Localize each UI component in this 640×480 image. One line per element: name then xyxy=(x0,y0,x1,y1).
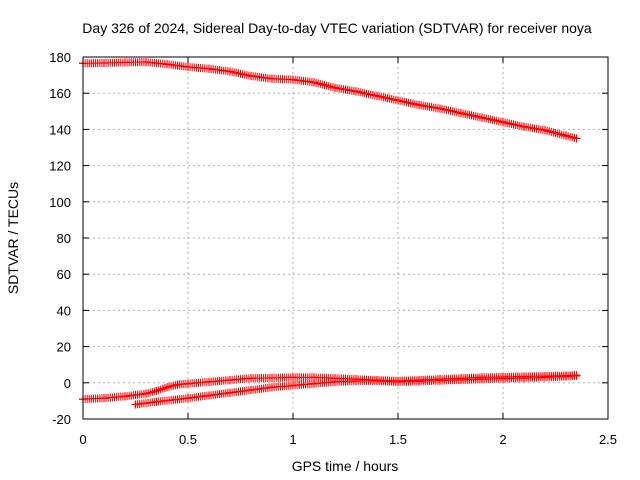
data-point xyxy=(268,75,276,83)
y-tick-label: 180 xyxy=(49,50,71,65)
data-point xyxy=(352,377,360,385)
data-point xyxy=(226,389,234,397)
data-point xyxy=(121,392,129,400)
data-point xyxy=(205,378,213,386)
y-tick-label: 60 xyxy=(57,267,71,282)
x-tick-label: 2.5 xyxy=(599,432,617,447)
y-tick-label: 160 xyxy=(49,86,71,101)
data-point xyxy=(289,76,297,84)
data-point xyxy=(121,58,129,66)
chart-page: 0 0.5 1 1.5 2 2.5 -20 0 20 40 60 80 100 120 140 160 180 … xyxy=(0,0,640,480)
data-point xyxy=(436,105,444,113)
data-point xyxy=(394,96,402,104)
data-point xyxy=(184,380,192,388)
data-point xyxy=(163,60,171,68)
data-point xyxy=(132,401,140,409)
data-point xyxy=(436,377,444,385)
data-point xyxy=(573,372,581,380)
data-point xyxy=(153,387,161,395)
data-point xyxy=(331,84,339,92)
data-point xyxy=(142,58,150,66)
data-point xyxy=(562,132,570,140)
data-point xyxy=(184,394,192,402)
data-point xyxy=(520,123,528,131)
data-point xyxy=(352,87,360,95)
data-point xyxy=(100,59,108,67)
data-point xyxy=(331,378,339,386)
x-tick-label: 1.5 xyxy=(389,432,407,447)
data-layer xyxy=(79,58,581,408)
data-point xyxy=(174,381,182,389)
x-tick-label: 2 xyxy=(499,432,506,447)
data-point xyxy=(541,373,549,381)
y-tick-label: 100 xyxy=(49,195,71,210)
data-point xyxy=(268,374,276,382)
data-point xyxy=(499,118,507,126)
data-point xyxy=(184,63,192,71)
grid-layer xyxy=(83,57,608,419)
y-tick-label: 140 xyxy=(49,122,71,137)
data-point xyxy=(247,386,255,394)
data-point xyxy=(205,391,213,399)
y-axis-label: SDTVAR / TECUs xyxy=(5,182,21,294)
data-point xyxy=(163,383,171,391)
data-point xyxy=(100,394,108,402)
x-tick-label: 0 xyxy=(79,432,86,447)
data-point xyxy=(478,375,486,383)
data-point xyxy=(415,101,423,109)
data-point xyxy=(289,382,297,390)
data-point xyxy=(520,374,528,382)
x-axis-label: GPS time / hours xyxy=(292,458,399,474)
y-tick-label: -20 xyxy=(52,412,71,427)
data-point xyxy=(153,398,161,406)
series-marker-trace xyxy=(132,372,579,409)
sdtvar-chart: 0 0.5 1 1.5 2 2.5-20020406080100120140160180 … xyxy=(0,0,640,480)
data-point xyxy=(373,377,381,385)
data-point xyxy=(289,373,297,381)
data-point xyxy=(310,78,318,86)
tick-layer: 0 0.5 1 1.5 2 2.5 -20 0 20 40 60 80 100 120 140 160 180 xyxy=(49,50,617,447)
chart-title: Day 326 of 2024, Sidereal Day-to-day VTE… xyxy=(82,20,592,36)
y-tick-label: 20 xyxy=(57,340,71,355)
data-series xyxy=(132,372,581,409)
data-point xyxy=(268,383,276,391)
data-point xyxy=(226,67,234,75)
data-point xyxy=(310,380,318,388)
y-tick-label: 0 xyxy=(64,376,71,391)
x-tick-label: 0.5 xyxy=(179,432,197,447)
x-tick-label: 1 xyxy=(289,432,296,447)
data-point xyxy=(541,126,549,134)
data-point xyxy=(573,134,581,142)
data-point xyxy=(205,65,213,73)
data-point xyxy=(499,375,507,383)
data-point xyxy=(478,114,486,122)
data-point xyxy=(247,72,255,80)
data-point xyxy=(415,377,423,385)
y-tick-label: 120 xyxy=(49,159,71,174)
data-point xyxy=(142,390,150,398)
data-point xyxy=(247,374,255,382)
data-point xyxy=(457,109,465,117)
y-tick-label: 80 xyxy=(57,231,71,246)
data-point xyxy=(562,372,570,380)
data-point xyxy=(226,376,234,384)
data-point xyxy=(394,378,402,386)
y-tick-label: 40 xyxy=(57,303,71,318)
